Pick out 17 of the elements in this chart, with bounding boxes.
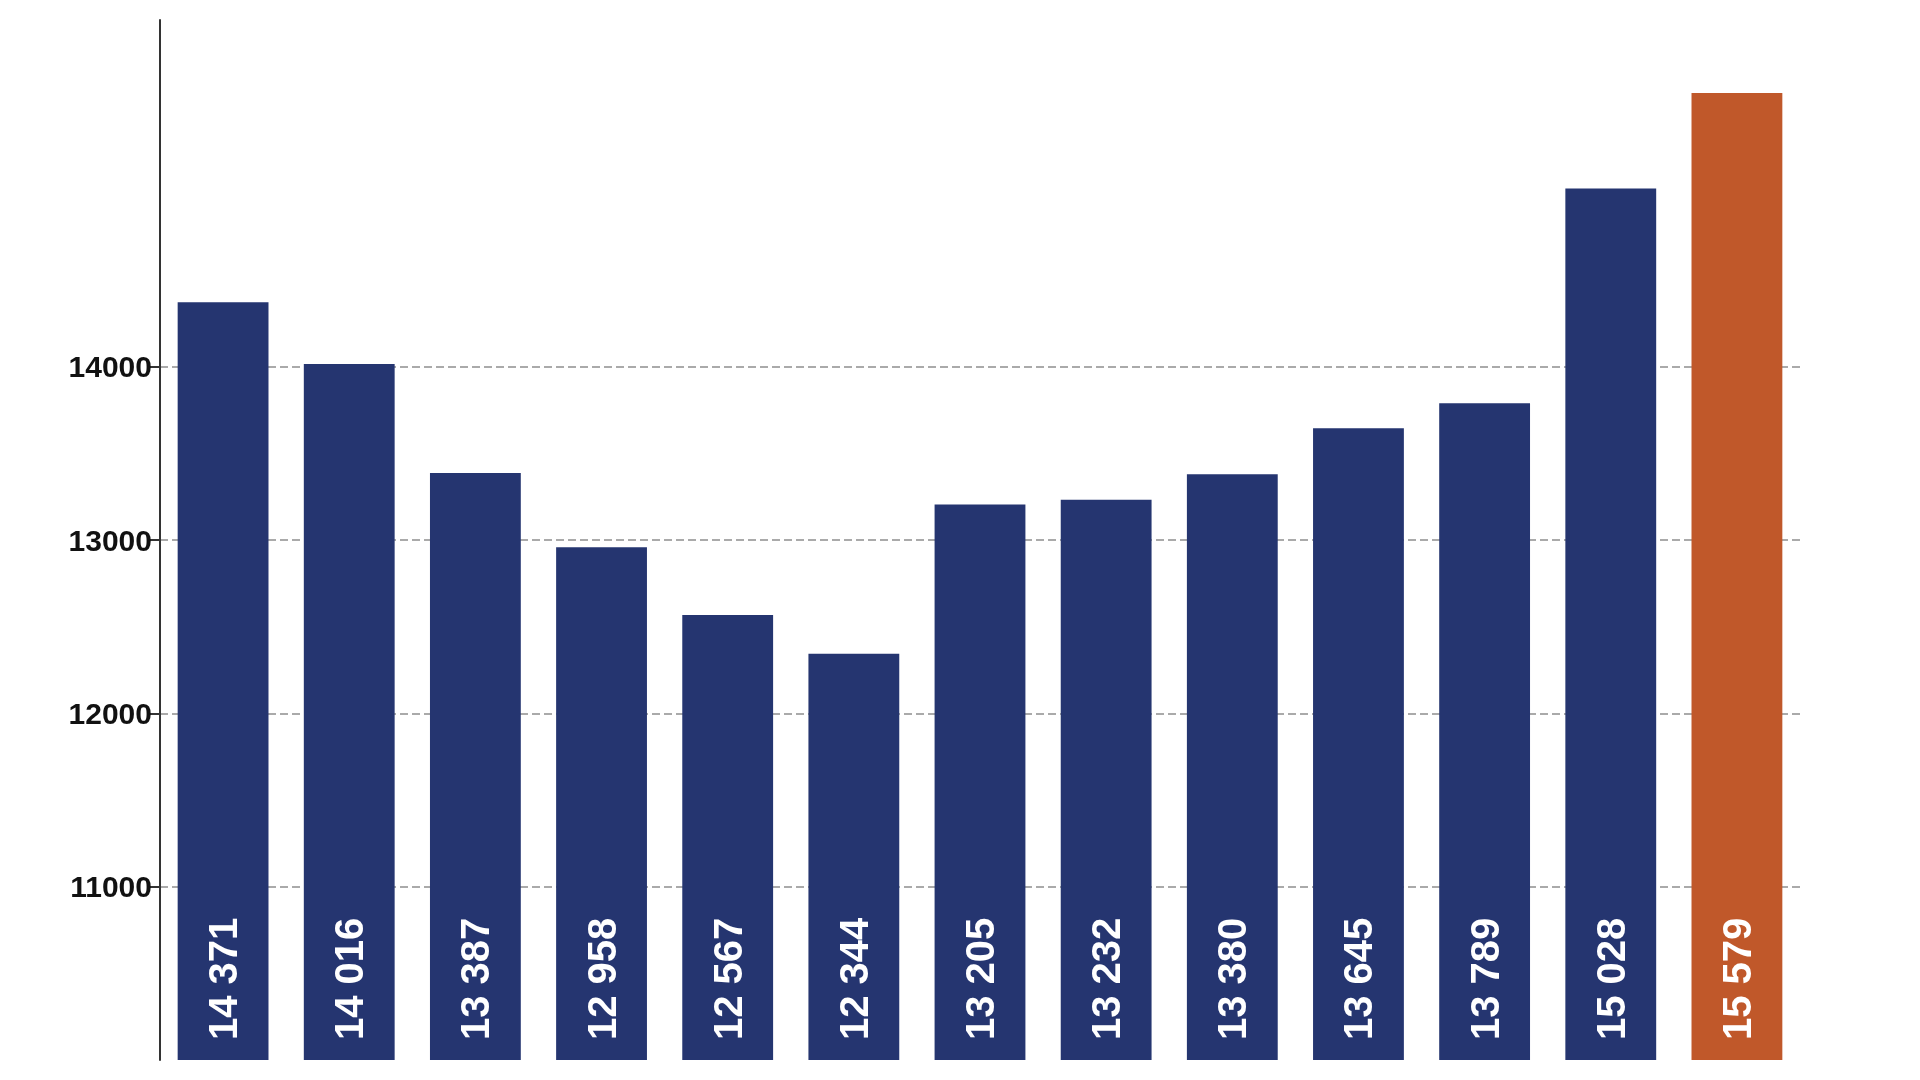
data-label: 15 579 — [1714, 917, 1759, 1040]
data-label: 13 380 — [1210, 917, 1255, 1040]
data-label: 13 232 — [1084, 917, 1129, 1040]
data-label: 12 344 — [831, 916, 876, 1040]
data-label: 12 567 — [705, 917, 750, 1040]
data-label: 14 371 — [201, 917, 246, 1040]
y-tick-label: 14000 — [68, 350, 152, 384]
data-label: 13 789 — [1462, 917, 1507, 1040]
data-label: 13 205 — [958, 917, 1002, 1040]
data-label: 14 016 — [327, 917, 372, 1040]
y-tick-label: 13000 — [68, 523, 152, 557]
y-tick-label: 12000 — [68, 696, 152, 730]
data-label: 12 958 — [579, 917, 624, 1040]
data-label: 13 645 — [1336, 917, 1381, 1040]
data-label: 13 387 — [453, 917, 498, 1040]
data-label: 15 028 — [1588, 917, 1633, 1040]
y-tick-label: 11000 — [70, 870, 152, 904]
